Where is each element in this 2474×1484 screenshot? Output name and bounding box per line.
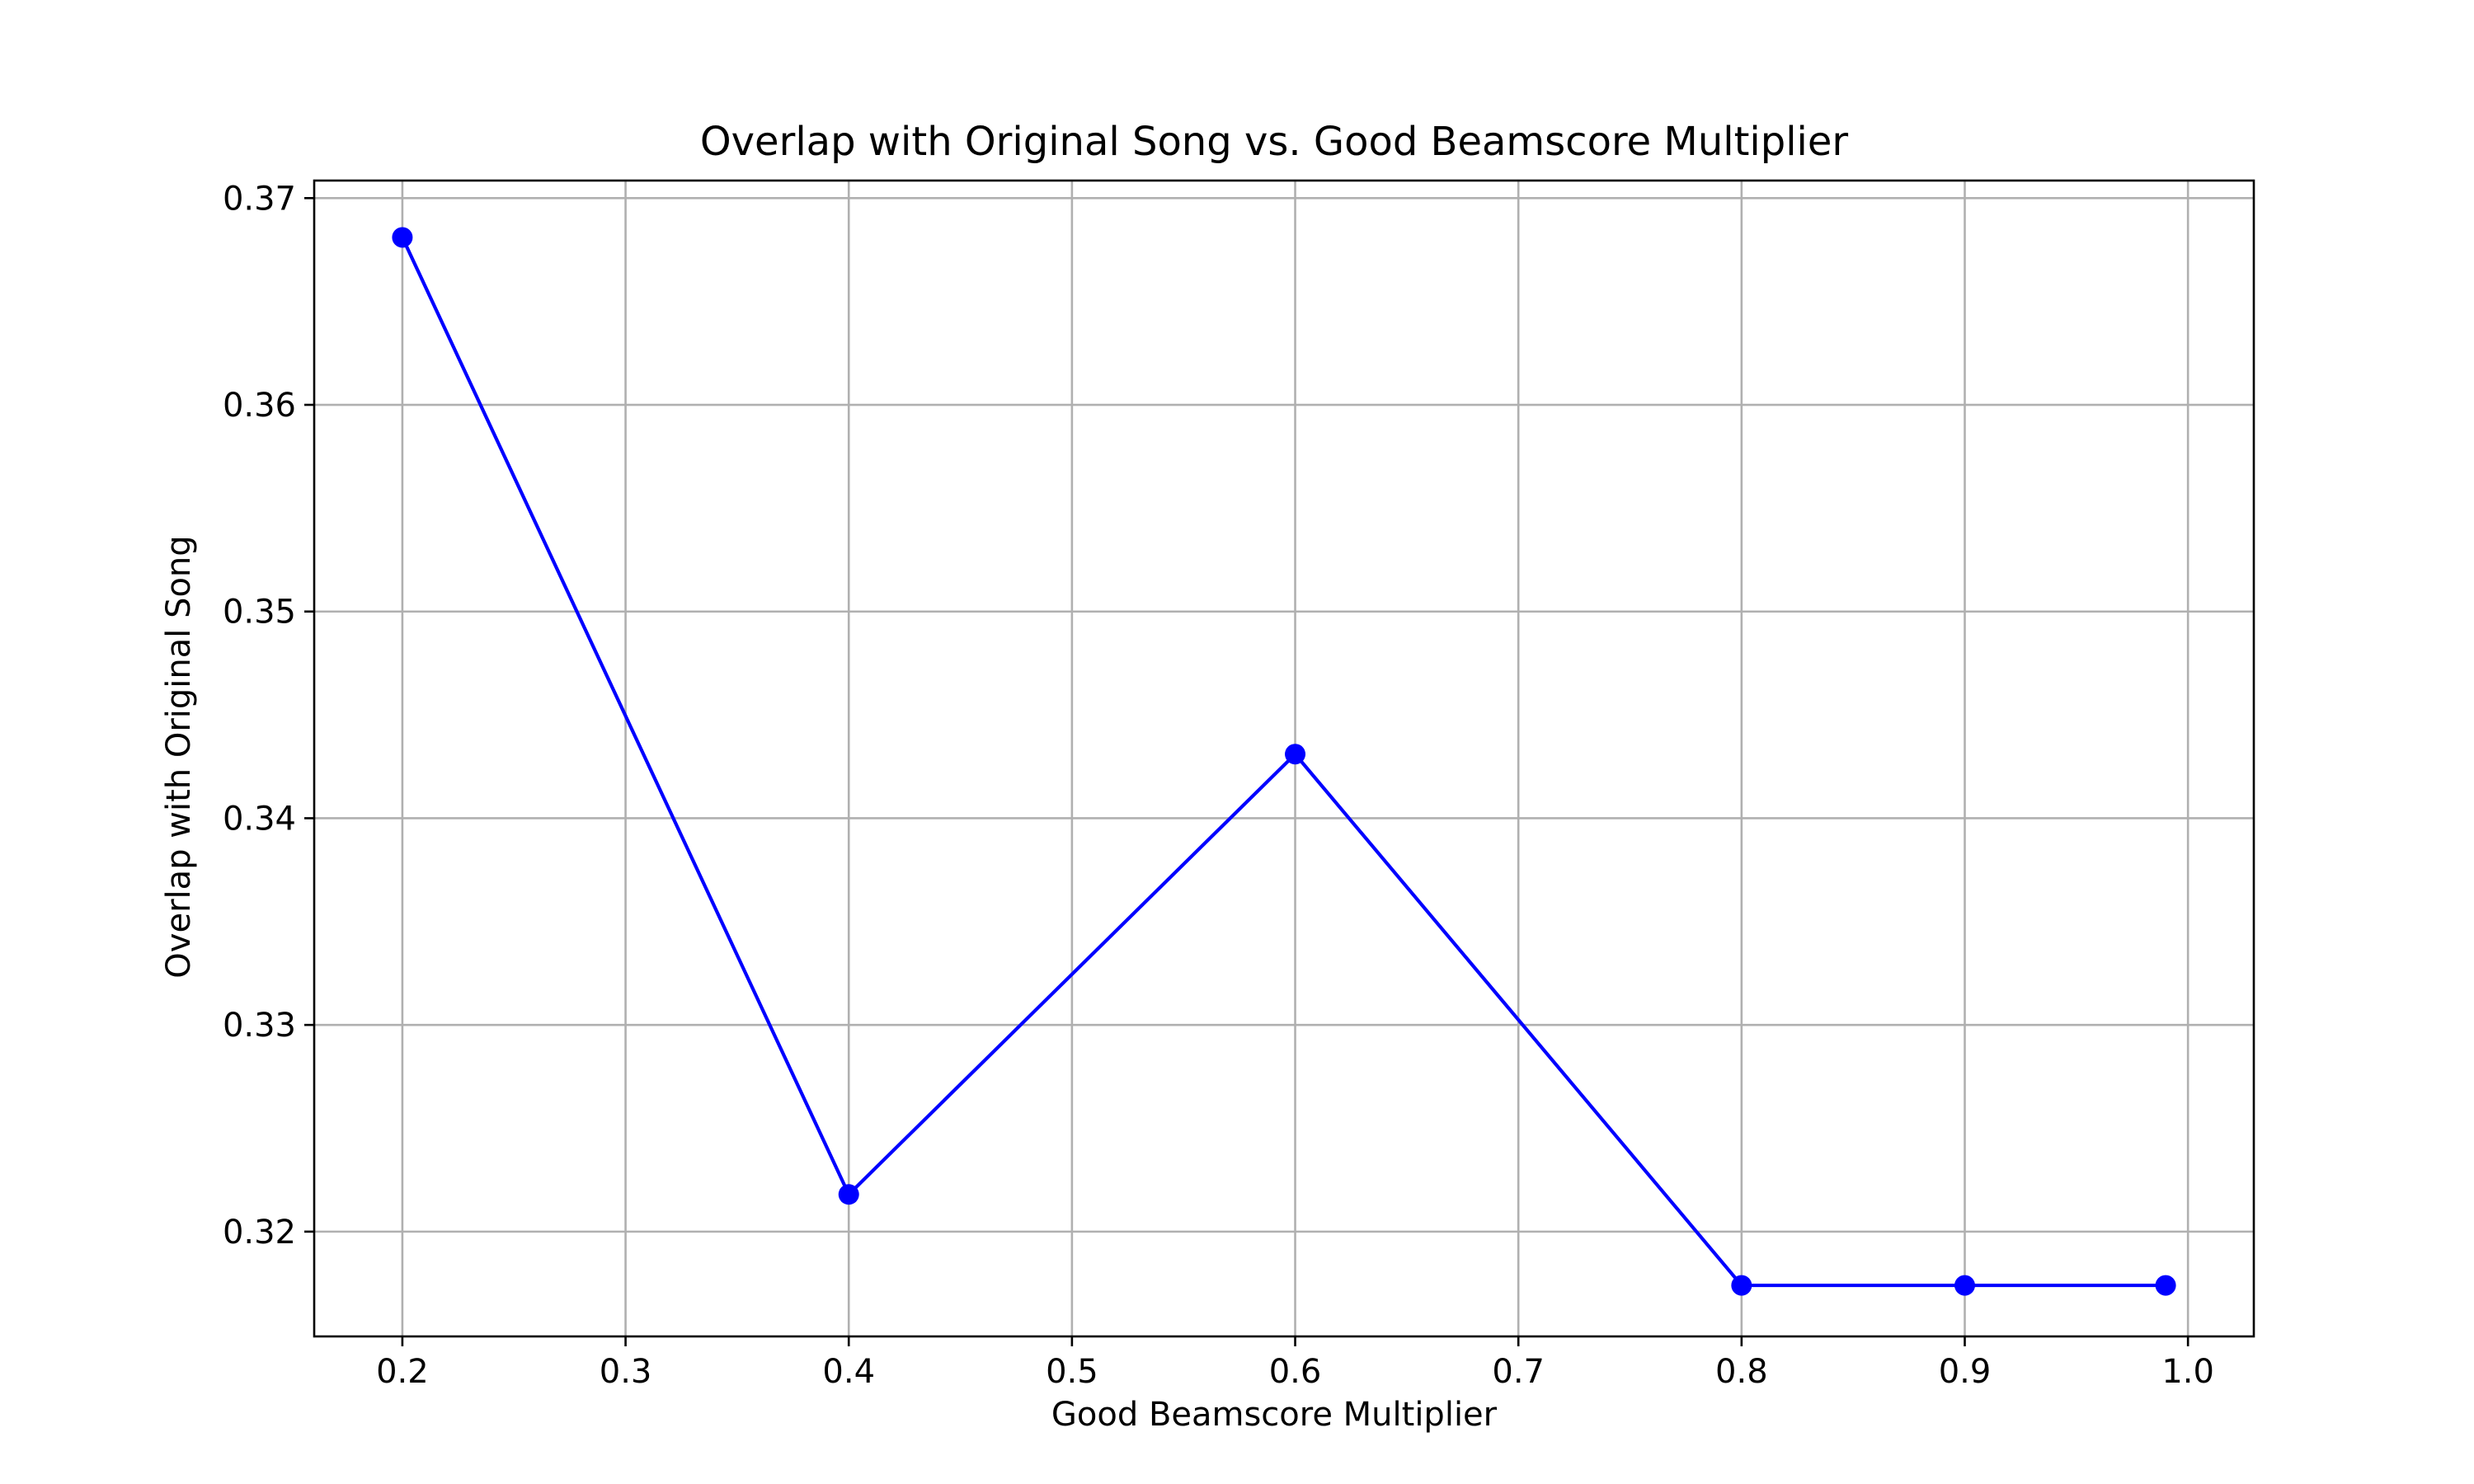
data-point — [2155, 1275, 2176, 1296]
data-point — [1285, 744, 1306, 765]
y-axis-label: Overlap with Original Song — [160, 535, 198, 978]
data-point — [1954, 1275, 1976, 1296]
x-tick-label: 0.3 — [600, 1353, 652, 1391]
x-axis-ticks: 0.2 0.3 0.4 0.5 0.6 0.7 0.8 0.9 1.0 — [376, 1336, 2214, 1391]
data-point — [392, 227, 413, 248]
x-tick-label: 1.0 — [2161, 1353, 2214, 1391]
x-tick-label: 0.7 — [1492, 1353, 1545, 1391]
series-line — [401, 237, 2166, 1288]
x-tick-label: 0.9 — [1939, 1353, 1992, 1391]
plot-frame — [313, 179, 2255, 1338]
chart-title: Overlap with Original Song vs. Good Beam… — [700, 119, 1849, 165]
y-tick-label: 0.35 — [223, 594, 296, 632]
data-point — [1731, 1275, 1752, 1296]
y-tick-label: 0.36 — [223, 387, 296, 425]
data-point — [838, 1184, 859, 1205]
y-tick-label: 0.37 — [223, 180, 296, 218]
series-points — [392, 227, 2176, 1296]
x-tick-label: 0.4 — [822, 1353, 875, 1391]
x-tick-label: 0.2 — [376, 1353, 429, 1391]
x-tick-label: 0.5 — [1046, 1353, 1098, 1391]
x-tick-label: 0.8 — [1715, 1353, 1768, 1391]
y-tick-label: 0.34 — [223, 800, 296, 838]
y-tick-label: 0.32 — [223, 1214, 296, 1252]
grid-lines — [314, 181, 2254, 1336]
y-axis-ticks: 0.32 0.33 0.34 0.35 0.36 0.37 — [223, 180, 314, 1252]
x-axis-label: Good Beamscore Multiplier — [1051, 1396, 1498, 1434]
series-lines — [401, 237, 2166, 1288]
x-tick-label: 0.6 — [1269, 1353, 1322, 1391]
y-tick-label: 0.33 — [223, 1007, 296, 1045]
